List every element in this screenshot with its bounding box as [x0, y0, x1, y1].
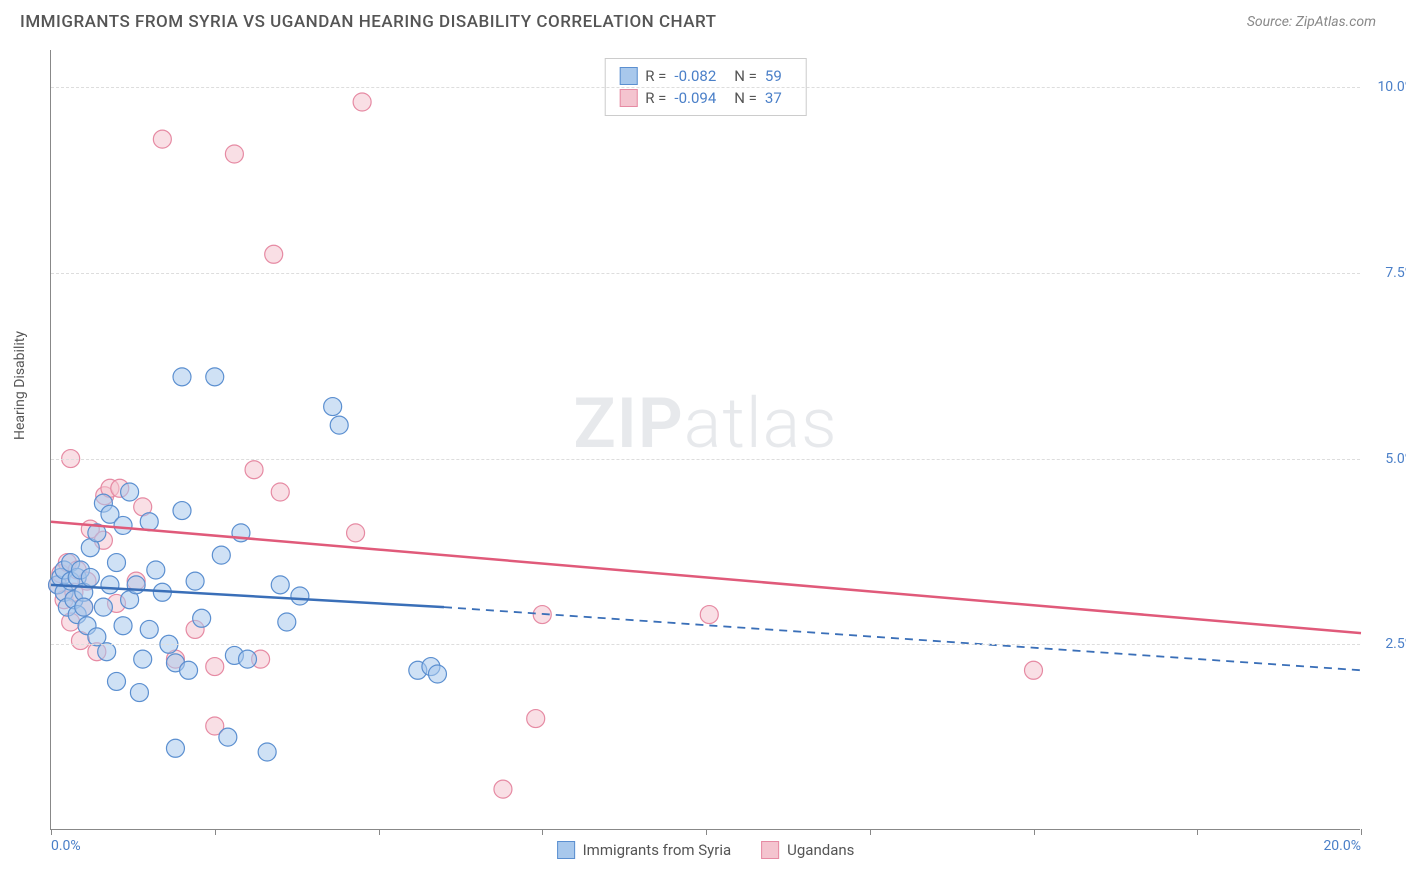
legend-swatch — [761, 841, 779, 859]
trendline-extrapolated — [444, 607, 1361, 670]
data-point — [265, 245, 283, 263]
data-point — [271, 483, 289, 501]
data-point — [219, 728, 237, 746]
data-point — [153, 130, 171, 148]
gridline — [51, 87, 1360, 88]
data-point — [527, 710, 545, 728]
data-point — [140, 620, 158, 638]
data-point — [428, 665, 446, 683]
legend-item: Immigrants from Syria — [557, 841, 732, 859]
data-point — [206, 368, 224, 386]
data-point — [186, 572, 204, 590]
stat-r-value: -0.082 — [674, 67, 716, 85]
data-point — [258, 743, 276, 761]
data-point — [114, 516, 132, 534]
data-point — [494, 780, 512, 798]
data-point — [245, 461, 263, 479]
data-point — [94, 598, 112, 616]
data-point — [330, 416, 348, 434]
data-point — [347, 524, 365, 542]
ytick-label: 7.5% — [1385, 265, 1406, 281]
data-point — [173, 502, 191, 520]
data-point — [291, 587, 309, 605]
data-point — [212, 546, 230, 564]
stats-row: R = -0.082 N = 59 — [619, 65, 792, 87]
legend-swatch — [619, 89, 637, 107]
scatter-svg — [51, 50, 1360, 829]
xtick — [870, 829, 871, 835]
data-point — [108, 672, 126, 690]
stat-r-label: R = — [645, 89, 666, 107]
gridline — [51, 644, 1360, 645]
xtick — [706, 829, 707, 835]
data-point — [324, 398, 342, 416]
xtick — [1034, 829, 1035, 835]
xtick — [1197, 829, 1198, 835]
data-point — [206, 658, 224, 676]
y-axis-label: Hearing Disability — [12, 331, 28, 440]
data-point — [134, 650, 152, 668]
gridline — [51, 273, 1360, 274]
data-point — [193, 609, 211, 627]
xtick-label: 20.0% — [1323, 838, 1361, 854]
stat-n-label: N = — [734, 67, 757, 85]
data-point — [173, 368, 191, 386]
xtick — [51, 829, 52, 835]
stat-r-value: -0.094 — [674, 89, 716, 107]
data-point — [353, 93, 371, 111]
xtick — [379, 829, 380, 835]
legend-item: Ugandans — [761, 841, 854, 859]
legend-swatch — [619, 67, 637, 85]
data-point — [75, 598, 93, 616]
ytick-label: 5.0% — [1385, 451, 1406, 467]
chart-plot-area: ZIPatlas R =-0.082N =59R =-0.094N =37 Im… — [50, 50, 1360, 830]
legend-label: Ugandans — [787, 841, 854, 859]
data-point — [121, 483, 139, 501]
data-point — [114, 617, 132, 635]
data-point — [700, 606, 718, 624]
legend-swatch — [557, 841, 575, 859]
data-point — [108, 554, 126, 572]
stat-n-value: 37 — [765, 89, 782, 107]
stat-n-label: N = — [734, 89, 757, 107]
stats-row: R = -0.094 N = 37 — [619, 87, 792, 109]
data-point — [166, 739, 184, 757]
data-point — [140, 513, 158, 531]
data-point — [239, 650, 257, 668]
data-point — [101, 576, 119, 594]
xtick — [215, 829, 216, 835]
data-point — [130, 684, 148, 702]
data-point — [271, 576, 289, 594]
data-point — [81, 568, 99, 586]
xtick — [1361, 829, 1362, 835]
xtick-label: 0.0% — [51, 838, 81, 854]
data-point — [278, 613, 296, 631]
stat-r-label: R = — [645, 67, 666, 85]
source-label: Source: ZipAtlas.com — [1247, 14, 1376, 30]
gridline — [51, 459, 1360, 460]
data-point — [1025, 661, 1043, 679]
xtick — [542, 829, 543, 835]
legend-label: Immigrants from Syria — [583, 841, 732, 859]
ytick-label: 10.0% — [1377, 79, 1406, 95]
stat-n-value: 59 — [765, 67, 782, 85]
chart-title: IMMIGRANTS FROM SYRIA VS UGANDAN HEARING… — [20, 12, 717, 32]
data-point — [225, 145, 243, 163]
data-point — [147, 561, 165, 579]
data-point — [98, 643, 116, 661]
data-point — [180, 661, 198, 679]
ytick-label: 2.5% — [1385, 636, 1406, 652]
series-legend: Immigrants from Syria Ugandans — [557, 841, 855, 859]
